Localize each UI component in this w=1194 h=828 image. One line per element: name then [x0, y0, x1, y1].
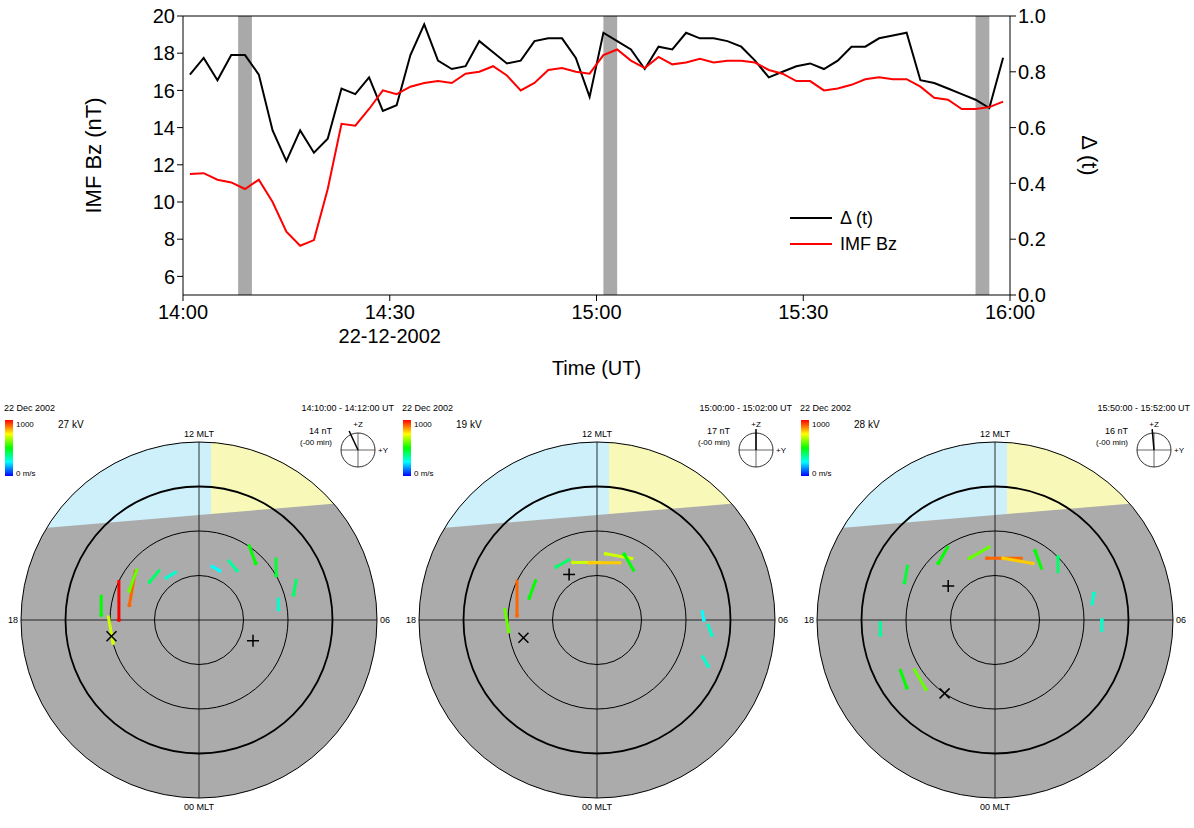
- svg-text:14:10:00 - 14:12:00 UT: 14:10:00 - 14:12:00 UT: [301, 403, 394, 413]
- svg-text:19 kV: 19 kV: [456, 419, 482, 430]
- svg-text:12 MLT: 12 MLT: [184, 429, 214, 439]
- svg-text:(-00 min): (-00 min): [1096, 438, 1128, 447]
- svg-text:(-00 min): (-00 min): [698, 438, 730, 447]
- svg-text:16: 16: [153, 80, 175, 102]
- svg-text:14 nT: 14 nT: [309, 426, 333, 436]
- svg-text:0.4: 0.4: [1018, 173, 1046, 195]
- svg-text:0 m/s: 0 m/s: [16, 469, 36, 478]
- svg-text:1000: 1000: [16, 420, 34, 429]
- svg-text:Time (UT): Time (UT): [552, 357, 641, 379]
- svg-text:IMF Bz (nT): IMF Bz (nT): [81, 97, 106, 213]
- svg-text:15:30: 15:30: [778, 301, 828, 323]
- svg-text:00 MLT: 00 MLT: [184, 802, 214, 812]
- svg-text:28 kV: 28 kV: [854, 419, 880, 430]
- svg-text:12 MLT: 12 MLT: [980, 429, 1010, 439]
- svg-text:06: 06: [380, 615, 390, 625]
- svg-text:22 Dec 2002: 22 Dec 2002: [800, 403, 851, 413]
- svg-text:12 MLT: 12 MLT: [582, 429, 612, 439]
- html-text:IMF Bz: IMF Bz: [840, 233, 897, 254]
- svg-text:15:50:00 - 15:52:00 UT: 15:50:00 - 15:52:00 UT: [1097, 403, 1190, 413]
- svg-text:00 MLT: 00 MLT: [980, 802, 1010, 812]
- svg-text:16 nT: 16 nT: [1105, 426, 1129, 436]
- svg-text:0.6: 0.6: [1018, 117, 1046, 139]
- svg-text:0.0: 0.0: [1018, 284, 1046, 306]
- svg-text:27 kV: 27 kV: [58, 419, 84, 430]
- svg-text:18: 18: [406, 615, 416, 625]
- svg-text:8: 8: [164, 228, 175, 250]
- svg-text:+Z: +Z: [751, 420, 761, 429]
- svg-text:15:00: 15:00: [571, 301, 621, 323]
- svg-text:Δ (t): Δ (t): [1077, 135, 1102, 175]
- svg-text:15:00:00 - 15:02:00 UT: 15:00:00 - 15:02:00 UT: [699, 403, 792, 413]
- html-text:Δ (t): Δ (t): [840, 207, 873, 228]
- svg-text:0.8: 0.8: [1018, 61, 1046, 83]
- svg-text:22-12-2002: 22-12-2002: [339, 325, 441, 347]
- svg-text:+Y: +Y: [378, 446, 389, 455]
- svg-text:1.0: 1.0: [1018, 5, 1046, 27]
- svg-text:00 MLT: 00 MLT: [582, 802, 612, 812]
- svg-text:(-00 min): (-00 min): [300, 438, 332, 447]
- svg-text:6: 6: [164, 266, 175, 288]
- svg-text:10: 10: [153, 191, 175, 213]
- svg-text:22 Dec 2002: 22 Dec 2002: [402, 403, 453, 413]
- svg-text:17 nT: 17 nT: [707, 426, 731, 436]
- svg-text:22 Dec 2002: 22 Dec 2002: [4, 403, 55, 413]
- svg-text:18: 18: [153, 42, 175, 64]
- svg-text:18: 18: [804, 615, 814, 625]
- svg-text:1000: 1000: [812, 420, 830, 429]
- svg-text:0 m/s: 0 m/s: [812, 469, 832, 478]
- svg-text:+Z: +Z: [1149, 420, 1159, 429]
- svg-text:14:00: 14:00: [158, 301, 208, 323]
- svg-text:12: 12: [153, 154, 175, 176]
- svg-text:+Y: +Y: [776, 446, 787, 455]
- svg-text:20: 20: [153, 5, 175, 27]
- svg-text:06: 06: [778, 615, 788, 625]
- svg-text:0.2: 0.2: [1018, 228, 1046, 250]
- svg-text:16:00: 16:00: [985, 301, 1035, 323]
- svg-text:06: 06: [1176, 615, 1186, 625]
- svg-text:14:30: 14:30: [365, 301, 415, 323]
- svg-text:+Y: +Y: [1174, 446, 1185, 455]
- svg-text:18: 18: [8, 615, 18, 625]
- svg-text:1000: 1000: [414, 420, 432, 429]
- svg-text:0 m/s: 0 m/s: [414, 469, 434, 478]
- svg-text:14: 14: [153, 117, 175, 139]
- svg-text:+Z: +Z: [353, 420, 363, 429]
